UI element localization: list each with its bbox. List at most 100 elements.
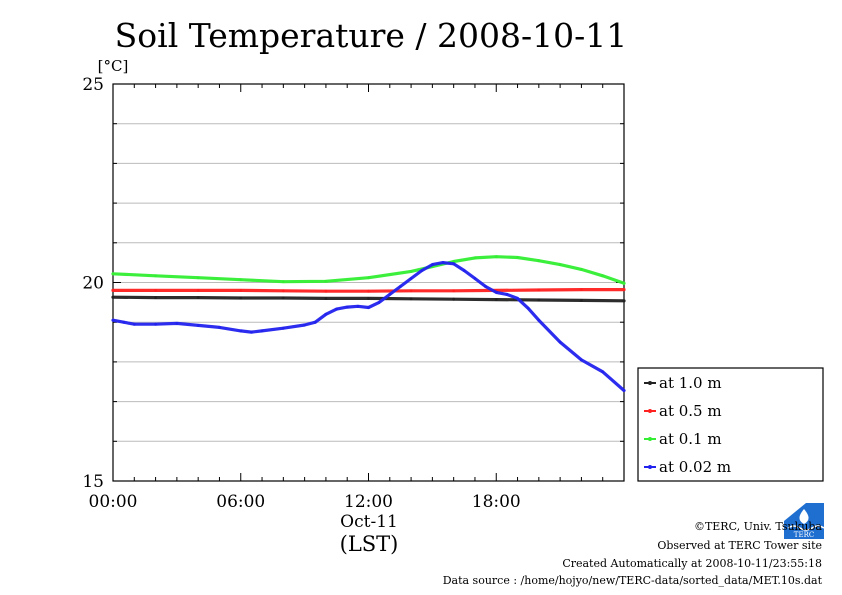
data-point bbox=[505, 293, 509, 296]
data-point bbox=[399, 285, 402, 288]
data-point bbox=[175, 322, 179, 325]
y-tick-label: 20 bbox=[82, 274, 104, 294]
legend-label: at 1.0 m bbox=[659, 374, 722, 392]
y-tick-label: 25 bbox=[82, 75, 104, 95]
data-point bbox=[250, 330, 253, 334]
data-point bbox=[452, 289, 456, 293]
data-point bbox=[218, 326, 221, 329]
data-point bbox=[367, 276, 370, 280]
data-point bbox=[281, 280, 285, 284]
data-series bbox=[111, 255, 626, 393]
chart-title: Soil Temperature / 2008-10-11 bbox=[115, 16, 628, 55]
data-point bbox=[537, 318, 541, 322]
data-point bbox=[154, 274, 158, 278]
footer-copyright: ©TERC, Univ. Tsukuba bbox=[694, 520, 822, 533]
legend-marker-dot bbox=[648, 409, 652, 413]
terc-logo: TERC bbox=[784, 503, 825, 539]
data-point bbox=[558, 340, 562, 344]
data-point bbox=[122, 320, 125, 324]
data-point bbox=[622, 281, 626, 285]
data-point bbox=[313, 320, 317, 324]
data-point bbox=[388, 293, 392, 296]
data-point bbox=[239, 289, 243, 292]
data-point bbox=[409, 277, 413, 280]
data-point bbox=[111, 295, 115, 299]
data-point bbox=[356, 304, 360, 308]
footer-site: Observed at TERC Tower site bbox=[657, 539, 822, 552]
data-point bbox=[324, 297, 328, 300]
x-date-label: Oct-11 bbox=[340, 512, 398, 532]
y-axis-label: [°C] bbox=[98, 57, 129, 75]
data-point bbox=[377, 301, 381, 304]
data-point bbox=[452, 297, 456, 301]
data-point bbox=[239, 329, 243, 333]
data-point bbox=[580, 268, 583, 271]
x-axis-label: (LST) bbox=[340, 532, 399, 556]
logo-text: TERC bbox=[794, 531, 814, 539]
footer-source: Data source : /home/hojyo/new/TERC-data/… bbox=[443, 574, 823, 587]
data-point bbox=[281, 326, 285, 330]
data-point bbox=[154, 289, 158, 292]
legend-label: at 0.1 m bbox=[659, 430, 722, 448]
data-point bbox=[484, 285, 487, 288]
data-point bbox=[462, 269, 466, 272]
legend-marker-dot bbox=[648, 465, 652, 469]
legend-label: at 0.5 m bbox=[659, 402, 722, 420]
footer-created: Created Automatically at 2008-10-11/23:5… bbox=[562, 557, 822, 570]
grid-lines bbox=[113, 123, 624, 442]
data-point bbox=[622, 288, 626, 291]
legend-marker-dot bbox=[648, 437, 652, 441]
data-point bbox=[281, 289, 285, 293]
series-line bbox=[111, 261, 626, 393]
data-point bbox=[526, 306, 530, 310]
data-point bbox=[409, 289, 413, 293]
x-tick-label: 00:00 bbox=[89, 492, 138, 512]
data-point bbox=[239, 278, 243, 282]
x-tick-label: 18:00 bbox=[472, 492, 521, 512]
data-point bbox=[111, 318, 115, 322]
data-point bbox=[335, 307, 338, 311]
data-point bbox=[622, 389, 626, 392]
data-point bbox=[473, 256, 477, 260]
legend: at 1.0 m at 0.5 m at 0.1 m at 0.02 m bbox=[637, 367, 824, 482]
data-point bbox=[196, 324, 200, 327]
data-point bbox=[367, 297, 370, 300]
data-point bbox=[537, 259, 541, 263]
axis-ticks bbox=[112, 83, 625, 482]
data-point bbox=[601, 274, 605, 278]
legend-label: at 0.02 m bbox=[659, 458, 731, 476]
data-point bbox=[367, 289, 370, 293]
data-point bbox=[196, 296, 200, 299]
data-point bbox=[196, 289, 200, 292]
series-line bbox=[111, 255, 626, 285]
data-point bbox=[324, 289, 328, 293]
data-point bbox=[601, 370, 605, 374]
data-point bbox=[420, 269, 424, 272]
data-point bbox=[281, 296, 285, 300]
legend-box bbox=[637, 367, 824, 482]
data-point bbox=[580, 288, 583, 291]
data-point bbox=[537, 288, 541, 292]
data-point bbox=[260, 329, 264, 333]
x-tick-label: 06:00 bbox=[216, 492, 265, 512]
data-point bbox=[516, 256, 519, 259]
data-point bbox=[494, 255, 498, 259]
data-point bbox=[622, 299, 626, 303]
data-point bbox=[494, 291, 498, 294]
data-point bbox=[111, 272, 115, 276]
x-tick-labels: 00:00 06:00 12:00 18:00 bbox=[89, 492, 521, 512]
legend-marker-dot bbox=[648, 381, 652, 385]
data-point bbox=[516, 297, 519, 300]
data-point bbox=[580, 358, 583, 362]
data-point bbox=[239, 296, 243, 300]
data-point bbox=[154, 296, 158, 299]
data-point bbox=[132, 322, 136, 326]
data-point bbox=[452, 262, 456, 266]
data-point bbox=[431, 263, 434, 266]
data-point bbox=[473, 277, 477, 280]
data-point bbox=[303, 323, 306, 327]
x-tick-label: 12:00 bbox=[344, 492, 393, 512]
data-point bbox=[345, 305, 349, 309]
y-tick-labels: 15 20 25 bbox=[82, 75, 104, 492]
